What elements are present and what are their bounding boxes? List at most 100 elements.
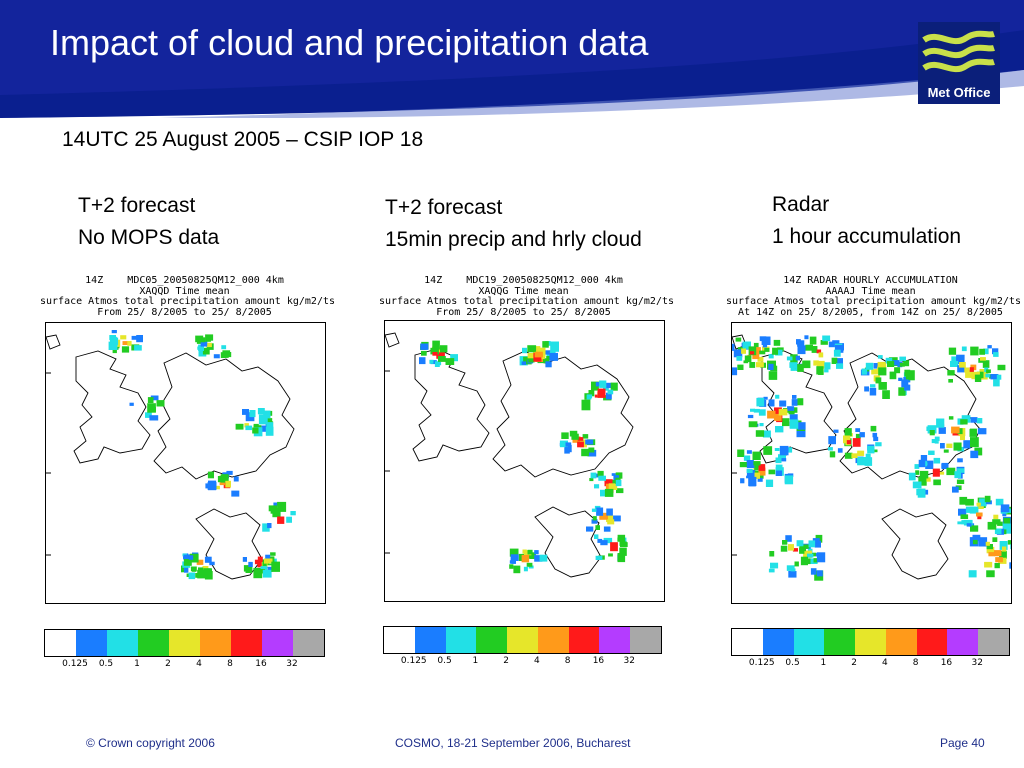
precip-cell [756,397,765,407]
coastline-path [492,350,634,478]
precip-cell [523,356,532,365]
logo-text: Met Office [927,85,991,100]
precip-cell [857,457,866,466]
precip-cell [797,364,804,372]
precip-cell [768,568,775,573]
colorbar-swatch [855,629,886,655]
precip-cell [527,345,537,353]
colorbar-swatch [824,629,856,655]
precip-cell [762,342,768,348]
precip-cell [190,566,197,572]
precip-cell [249,410,256,418]
precip-cell [805,344,813,351]
colorbar-swatch [507,627,538,653]
precip-cell [136,335,143,343]
precip-cell [262,569,272,578]
precip-cell [958,508,967,516]
precip-cell [747,414,754,419]
precip-cell [828,447,833,451]
precip-cell [429,359,434,364]
precip-cell [277,516,285,524]
precip-cell [977,514,982,520]
precip-cell [768,469,776,475]
precip-cell [976,418,983,424]
precip-cell [599,380,607,388]
precip-cell [979,369,989,376]
colorbar-label: 1 [472,656,479,666]
precip-cell [215,485,220,490]
precip-cell [946,443,953,448]
precip-cell [947,370,955,376]
precip-cell [972,539,978,545]
precip-cell [226,470,233,475]
precip-cell [993,352,999,357]
panel-3-caption-line2: 1 hour accumulation [772,225,962,248]
precip-cell [258,414,268,425]
panel-1-header-line3: surface Atmos total precipitation amount… [40,296,336,307]
precip-cell [605,382,612,389]
precip-cell [818,370,824,375]
precip-cell [788,408,795,415]
panel-3-caption-line1: Radar [772,193,830,216]
precip-cell [732,343,735,351]
precip-cell [290,511,296,516]
precip-cell [435,362,442,366]
colorbar-label: 8 [227,659,233,669]
precip-cell [774,413,782,421]
precip-cell [905,370,915,381]
precip-cell [835,345,844,353]
precip-cell [596,507,604,516]
precip-cell [755,362,764,368]
precip-cell [892,360,900,366]
precip-cell [844,452,853,459]
precip-cell [792,548,798,552]
precip-cell [872,432,878,438]
panel-1-header-line2: XAQQD Time mean [139,285,230,297]
colorbar-swatch [293,630,324,656]
colorbar-label: 0.5 [437,656,452,666]
precip-cell [979,498,987,507]
precip-cell [926,477,931,482]
precip-cell [544,350,551,355]
panel-2-caption: T+2 forecast 15min precip and hrly cloud [385,192,642,256]
precip-cell [604,479,613,487]
precip-cell [996,374,1002,380]
precip-cell [607,519,615,525]
precip-cell [273,502,278,507]
precip-cell [762,430,771,438]
precip-cell [833,349,841,357]
precip-cell [789,362,798,368]
precip-cell [901,379,909,388]
precip-cell [432,352,438,356]
precip-cell [927,425,937,434]
colorbar-label: 32 [286,659,298,669]
panel-3-header-line2: AAAAJ Time mean [825,285,916,297]
precip-cell [882,390,890,399]
precip-cell [759,350,766,355]
precip-cell [940,471,945,475]
precip-cell [790,354,798,364]
precip-cell [816,570,823,577]
slide-title: Impact of cloud and precipitation data [50,22,649,63]
precip-cell [950,360,959,367]
header-swoosh [0,0,1024,118]
precip-cell [940,443,945,449]
colorbar-label: 32 [971,658,983,668]
precip-cell [257,556,263,563]
precip-cell [569,430,578,437]
precip-cell [870,425,877,432]
precip-cell [820,340,828,345]
precip-cell [608,483,618,490]
precip-cell [204,571,213,580]
precip-cell [871,369,879,375]
precip-cell [510,554,519,561]
precip-cell [586,394,592,400]
precip-cell [581,448,589,457]
precip-cell [864,386,869,392]
precip-cell [528,565,534,569]
precip-cell [790,366,796,371]
precip-cell [956,479,965,484]
panel-2-header-line3: surface Atmos total precipitation amount… [379,296,675,307]
precip-cell [873,436,879,442]
precip-cell [571,433,579,440]
